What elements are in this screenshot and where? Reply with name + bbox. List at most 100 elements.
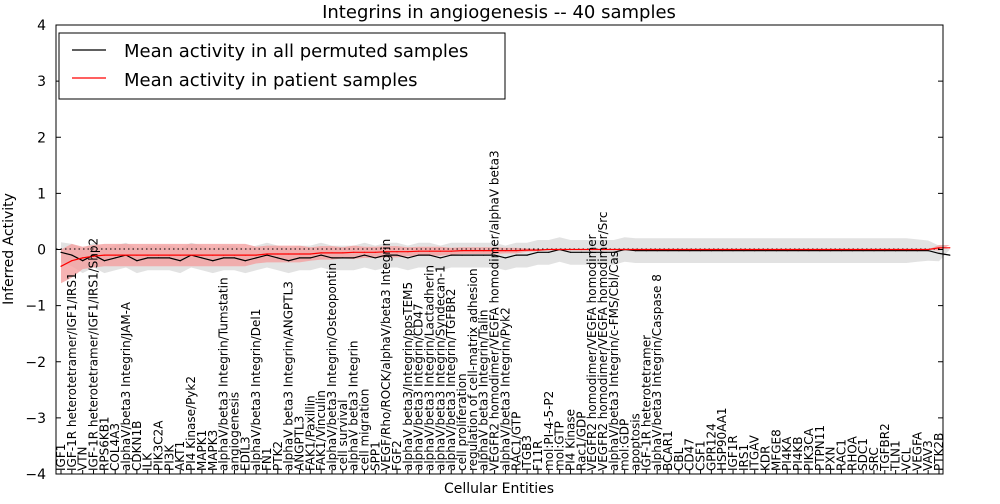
x-category-label: PI4 Kinase (564, 409, 578, 471)
x-category-label: PTK2B (932, 433, 946, 471)
point-series-1-52 (624, 248, 626, 251)
x-category-label: ANGPTL3 (293, 416, 307, 471)
y-tick-label: 1 (37, 186, 46, 202)
point-series-0-50 (602, 251, 604, 253)
x-category-label: PTK2 (271, 441, 285, 471)
point-series-1-64 (754, 248, 756, 251)
point-series-0-76 (884, 250, 886, 252)
x-category-label: CD47 (683, 438, 697, 471)
point-series-0-11 (179, 260, 181, 262)
point-series-0-67 (786, 250, 788, 252)
point-series-1-2 (82, 257, 84, 259)
x-category-label: VAV3 (921, 440, 935, 471)
point-series-0-1 (71, 254, 73, 256)
point-series-1-37 (461, 250, 463, 252)
point-series-0-34 (428, 254, 431, 256)
x-category-label: VEGFA (910, 431, 924, 471)
point-series-1-61 (721, 248, 723, 251)
point-series-0-60 (710, 250, 713, 252)
point-series-1-73 (851, 248, 853, 251)
point-series-1-15 (223, 254, 225, 256)
point-series-1-10 (168, 254, 170, 256)
point-series-0-30 (385, 254, 387, 256)
point-series-0-8 (147, 257, 149, 259)
x-category-label: CBL (672, 447, 686, 471)
point-series-0-66 (775, 250, 778, 252)
x-category-label: VEGF/Rho/ROCK/alphaV/beta3 Integrin (379, 239, 393, 471)
point-series-0-47 (569, 251, 572, 253)
point-series-1-19 (266, 253, 268, 255)
point-series-0-19 (266, 254, 268, 256)
point-series-0-57 (678, 250, 680, 252)
point-series-1-55 (656, 248, 658, 251)
x-category-label: HSP90AA1 (715, 407, 729, 471)
x-category-label: F11R (531, 440, 545, 471)
point-series-0-14 (212, 260, 214, 262)
x-category-label: GPR124 (704, 423, 718, 471)
point-series-0-53 (634, 250, 637, 252)
point-series-1-18 (255, 254, 257, 256)
point-series-0-77 (895, 250, 897, 252)
point-series-1-80 (927, 248, 929, 251)
x-category-label: RAC1 (834, 439, 848, 471)
point-series-0-63 (743, 250, 745, 252)
point-series-0-55 (656, 250, 658, 252)
point-series-1-48 (580, 248, 582, 251)
point-series-0-73 (851, 250, 853, 252)
band-series-0 (61, 237, 950, 274)
point-series-1-17 (244, 254, 246, 256)
point-series-1-54 (645, 248, 647, 251)
x-category-label: PTPN11 (813, 425, 827, 471)
x-category-label: VEGFR2 homodimer/VEGFA homodimer/alphaV … (488, 150, 502, 471)
x-category-label: angiogenesis (227, 392, 241, 471)
x-category-label: AKT1 (173, 441, 187, 471)
point-series-0-64 (754, 250, 756, 252)
x-category-label: MAPK3 (206, 430, 220, 471)
point-series-1-59 (699, 248, 702, 251)
point-series-1-32 (407, 251, 409, 253)
x-category-label: IGF-1R heterotetramer (639, 335, 653, 471)
point-series-0-5 (114, 257, 116, 259)
legend-box (58, 32, 506, 100)
x-category-label: MAPK1 (195, 430, 209, 471)
point-series-1-72 (840, 248, 843, 251)
x-category-label: IGF1 (54, 444, 68, 471)
point-series-1-71 (830, 248, 832, 251)
point-series-0-40 (494, 254, 496, 256)
point-series-1-77 (895, 248, 897, 251)
point-series-1-0 (60, 265, 62, 267)
x-category-label: mol:PI-4-5-P2 (542, 391, 556, 471)
x-category-label: PXN (824, 447, 838, 471)
point-series-1-29 (374, 251, 376, 253)
x-category-label: regulation of cell-matrix adhesion (466, 268, 480, 471)
point-series-0-15 (223, 257, 225, 259)
x-category-label: alphaV beta3 Integrin/Talin (477, 309, 491, 471)
point-series-1-22 (298, 253, 301, 255)
point-series-1-28 (363, 251, 366, 253)
point-series-0-16 (233, 257, 235, 259)
point-series-1-45 (548, 248, 550, 251)
point-series-0-3 (92, 254, 95, 256)
point-series-1-56 (667, 248, 669, 251)
point-series-1-49 (591, 248, 593, 251)
x-category-label: ILK (141, 452, 155, 471)
x-category-label: TLN1 (889, 440, 903, 472)
point-series-1-78 (905, 248, 908, 251)
x-category-label: RHOA (845, 435, 859, 471)
x-category-label: EDIL3 (238, 436, 252, 471)
point-series-0-62 (732, 250, 734, 252)
point-series-0-10 (168, 257, 170, 259)
point-series-1-44 (537, 249, 539, 251)
x-category-label: IGF1R (726, 435, 740, 471)
point-series-0-7 (136, 260, 138, 262)
point-series-1-5 (114, 254, 116, 256)
point-series-0-58 (689, 250, 691, 252)
chart-title: Integrins in angiogenesis -- 40 samples (322, 2, 676, 23)
x-category-label: MFGE8 (769, 429, 783, 471)
x-category-label: RAC1/GTP (509, 412, 523, 471)
point-series-0-2 (82, 260, 84, 262)
point-series-1-3 (92, 255, 95, 257)
point-series-1-75 (873, 248, 875, 251)
point-series-0-0 (60, 251, 62, 253)
point-series-1-1 (71, 260, 73, 262)
